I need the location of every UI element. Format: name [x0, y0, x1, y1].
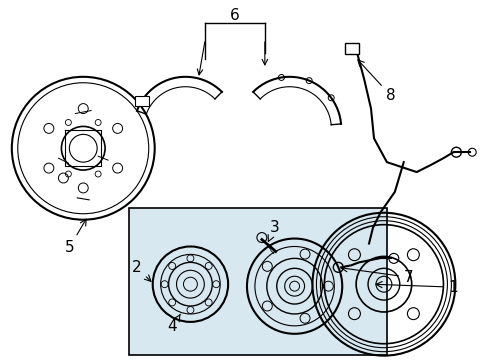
Text: 6: 6 — [230, 8, 240, 23]
Text: 1: 1 — [375, 280, 457, 295]
Bar — [134, 96, 148, 106]
Text: 4: 4 — [167, 314, 180, 334]
Text: 5: 5 — [64, 219, 86, 255]
FancyBboxPatch shape — [129, 208, 386, 355]
Text: 7: 7 — [341, 266, 413, 285]
Bar — [345, 43, 358, 54]
Text: 8: 8 — [357, 60, 395, 103]
Text: 3: 3 — [267, 220, 279, 242]
Text: 2: 2 — [132, 260, 151, 282]
